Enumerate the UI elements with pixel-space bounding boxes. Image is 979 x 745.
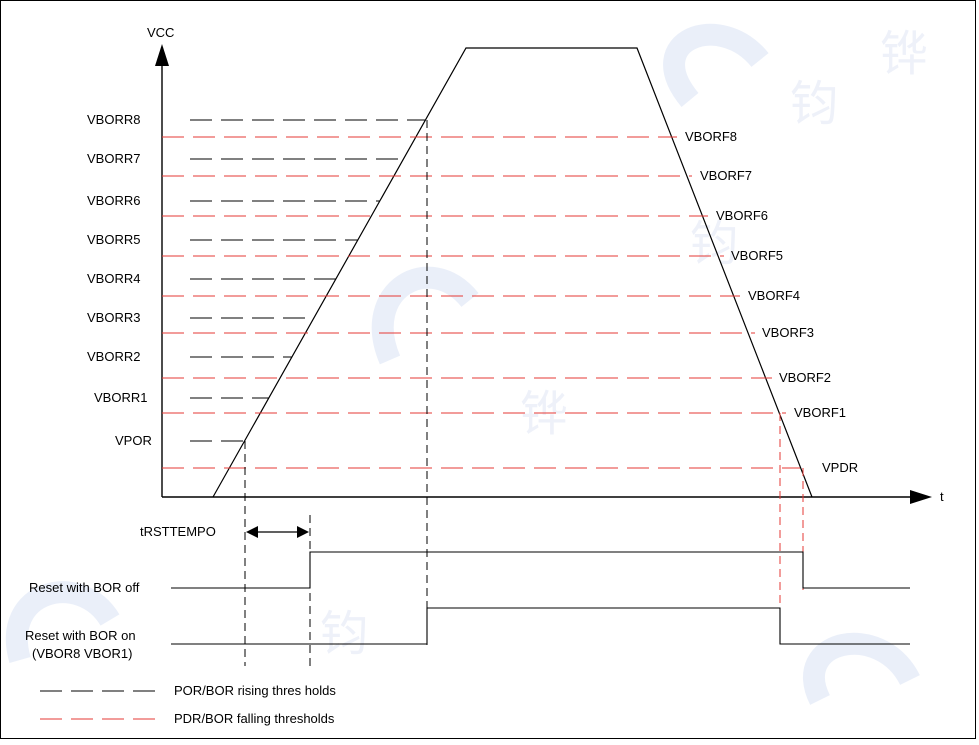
legend: POR/BOR rising thres holds PDR/BOR falli… — [40, 683, 336, 726]
rising-threshold-lines — [190, 119, 426, 442]
svg-text:铧: 铧 — [880, 28, 928, 81]
rising-label-vpor: VPOR — [115, 433, 152, 448]
vertical-falling-guides — [779, 413, 804, 645]
vcc-axis-label: VCC — [147, 25, 174, 40]
rising-label-vborr5: VBORR5 — [87, 232, 140, 247]
falling-label-vborf8: VBORF8 — [685, 129, 737, 144]
svg-text:钧: 钧 — [320, 608, 368, 661]
reset-bor-on-label-line2: (VBOR8 VBOR1) — [32, 646, 132, 661]
rising-label-vborr3: VBORR3 — [87, 310, 140, 325]
x-axis-arrow — [910, 490, 932, 504]
rising-label-vborr2: VBORR2 — [87, 349, 140, 364]
trst-tempo-label: tRSTTEMPO — [140, 524, 216, 539]
watermark-glyphs: 钧 铧 钧 铧 钧 — [320, 28, 928, 661]
t-axis-label: t — [940, 489, 944, 504]
vcc-curve — [212, 47, 813, 498]
reset-bor-off-label: Reset with BOR off — [29, 580, 140, 595]
falling-label-vpdr: VPDR — [822, 460, 858, 475]
vertical-rising-guides — [244, 120, 428, 666]
rising-label-vborr7: VBORR7 — [87, 151, 140, 166]
rising-label-vborr1: VBORR1 — [94, 390, 147, 405]
reset-bor-on-label-line1: Reset with BOR on — [25, 628, 136, 643]
reset-bor-on-waveform — [171, 607, 910, 645]
rising-label-vborr8: VBORR8 — [87, 112, 140, 127]
y-axis-arrow — [155, 44, 169, 66]
watermark — [5, 23, 920, 705]
falling-label-vborf4: VBORF4 — [748, 288, 800, 303]
reset-bor-off-waveform — [171, 551, 910, 589]
falling-label-vborf7: VBORF7 — [700, 168, 752, 183]
svg-text:钧: 钧 — [790, 78, 838, 131]
falling-label-vborf2: VBORF2 — [779, 370, 831, 385]
axes — [155, 44, 932, 504]
legend-rising-label: POR/BOR rising thres holds — [174, 683, 336, 698]
trst-tempo-arrow — [246, 526, 309, 538]
rising-label-vborr4: VBORR4 — [87, 271, 140, 286]
legend-falling-label: PDR/BOR falling thresholds — [174, 711, 335, 726]
svg-text:铧: 铧 — [520, 388, 568, 441]
rising-label-vborr6: VBORR6 — [87, 193, 140, 208]
falling-threshold-labels: VBORF8 VBORF7 VBORF6 VBORF5 VBORF4 VBORF… — [685, 129, 858, 475]
falling-label-vborf5: VBORF5 — [731, 248, 783, 263]
falling-label-vborf6: VBORF6 — [716, 208, 768, 223]
rising-threshold-labels: VBORR8 VBORR7 VBORR6 VBORR5 VBORR4 VBORR… — [87, 112, 152, 448]
falling-label-vborf1: VBORF1 — [794, 405, 846, 420]
falling-label-vborf3: VBORF3 — [762, 325, 814, 340]
